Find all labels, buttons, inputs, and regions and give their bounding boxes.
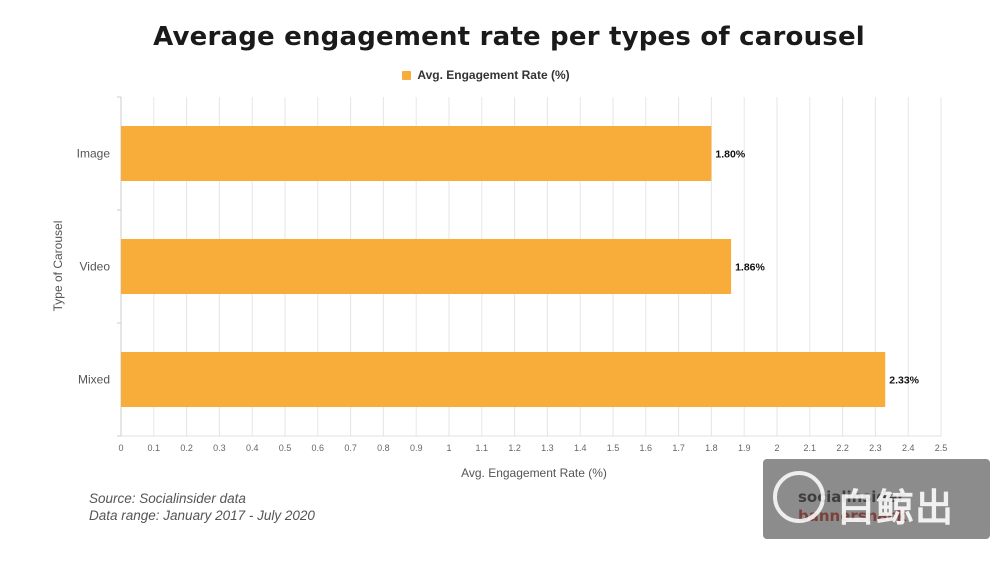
data-label: 1.80% — [715, 149, 745, 161]
source-text: Source: Socialinsider data — [89, 491, 246, 506]
x-tick-label: 0.6 — [312, 443, 325, 453]
bar-chart: 1.80% 1.86% 2.33% 0 0.1 0.2 0.3 0.4 0.5 0.6 0.7 0.… — [51, 96, 947, 480]
data-label: 1.86% — [735, 262, 765, 274]
x-tick-label: 2.5 — [935, 443, 948, 453]
x-tick-label: 2.1 — [804, 443, 817, 453]
category-label: Image — [77, 147, 111, 161]
x-tick-label: 2.3 — [869, 443, 882, 453]
x-tick-label: 0.8 — [377, 443, 390, 453]
bars: 1.80% 1.86% 2.33% — [121, 126, 920, 407]
x-tick-label: 1.1 — [476, 443, 489, 453]
x-tick-label: 1 — [446, 443, 451, 453]
x-tick-label: 2.4 — [902, 443, 915, 453]
x-tick-labels: 0 0.1 0.2 0.3 0.4 0.5 0.6 0.7 0.8 0.9 1 1.1 1.2 1.3 1.… — [118, 443, 947, 453]
x-tick-label: 1.6 — [640, 443, 653, 453]
x-tick-label: 0.4 — [246, 443, 259, 453]
source-note: Source: Socialinsider data Data range: J… — [89, 490, 315, 524]
watermark-text: 白鲸出海 — [837, 486, 955, 585]
x-tick-label: 1.4 — [574, 443, 587, 453]
category-label: Video — [80, 260, 111, 274]
x-tick-label: 2 — [774, 443, 779, 453]
whale-logo-icon — [773, 471, 825, 523]
x-tick-label: 1.7 — [672, 443, 685, 453]
legend: Avg. Engagement Rate (%) — [0, 68, 972, 82]
x-tick-label: 2.2 — [836, 443, 849, 453]
category-label: Mixed — [78, 373, 110, 387]
x-tick-label: 1.2 — [508, 443, 521, 453]
x-tick-label: 0.2 — [180, 443, 193, 453]
x-tick-label: 0 — [118, 443, 123, 453]
data-range-text: Data range: January 2017 - July 2020 — [89, 508, 315, 523]
x-tick-label: 0.9 — [410, 443, 423, 453]
legend-swatch — [402, 71, 412, 80]
data-label: 2.33% — [889, 375, 919, 387]
x-tick-label: 0.5 — [279, 443, 292, 453]
x-tick-label: 0.7 — [344, 443, 357, 453]
category-labels: Image Video Mixed — [77, 147, 111, 387]
x-tick-label: 1.9 — [738, 443, 751, 453]
bar-image — [121, 126, 712, 181]
x-tick-label: 0.3 — [213, 443, 226, 453]
legend-label: Avg. Engagement Rate (%) — [417, 68, 570, 82]
bar-mixed — [121, 352, 886, 407]
x-tick-label: 1.8 — [705, 443, 718, 453]
bar-video — [121, 239, 732, 294]
y-axis-label: Type of Carousel — [51, 221, 65, 312]
x-tick-label: 1.3 — [541, 443, 554, 453]
x-tick-label: 1.5 — [607, 443, 620, 453]
watermark: 白鲸出海 — [763, 459, 990, 585]
x-axis-label: Avg. Engagement Rate (%) — [461, 466, 607, 480]
x-tick-label: 0.1 — [148, 443, 161, 453]
chart-title: Average engagement rate per types of car… — [153, 22, 865, 52]
